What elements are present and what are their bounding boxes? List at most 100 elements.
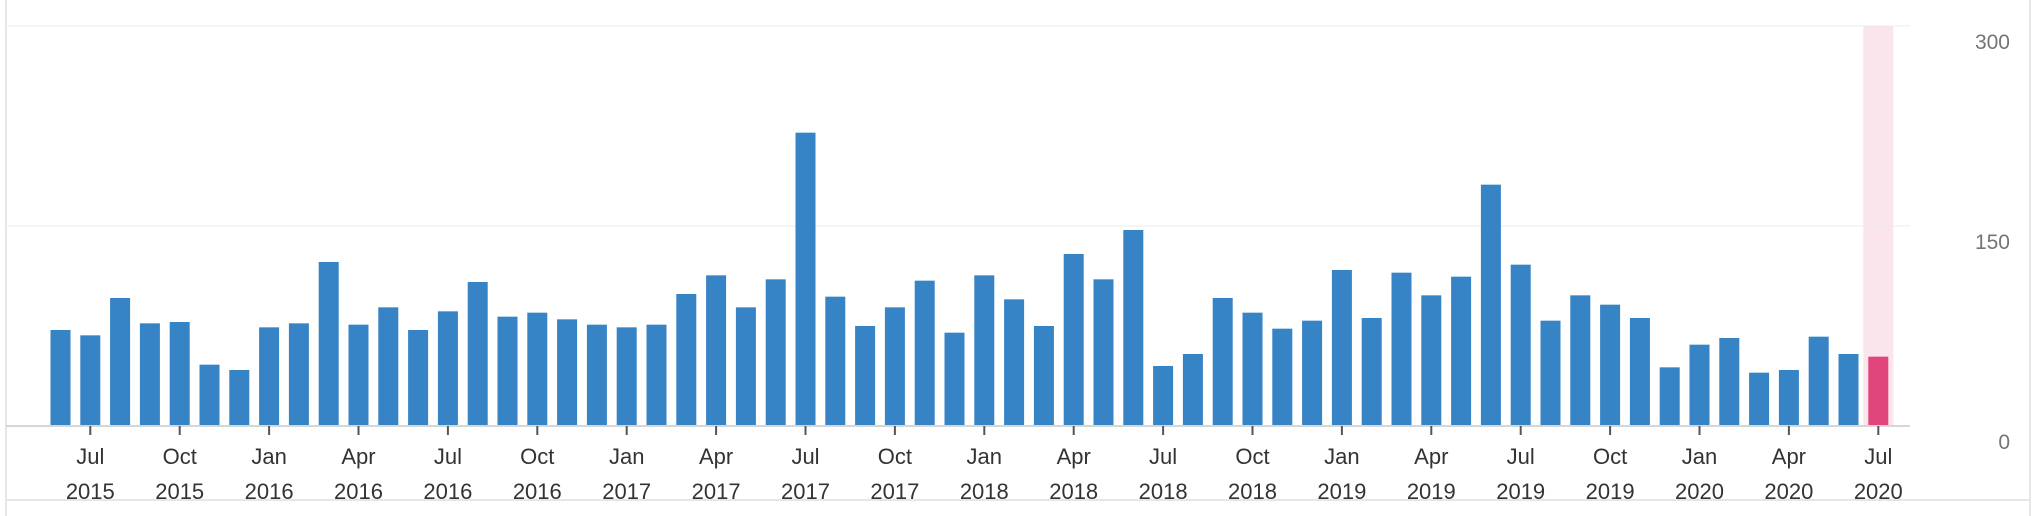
x-tick-label-year: 2020 <box>1675 479 1724 504</box>
bar <box>1302 320 1323 426</box>
bar <box>348 324 369 426</box>
bar <box>199 364 220 426</box>
bar <box>1510 264 1531 426</box>
x-tick-label-year: 2019 <box>1496 479 1545 504</box>
y-tick-label: 150 <box>1975 231 2010 254</box>
bar <box>139 323 160 426</box>
x-tick-label-month: Jan <box>609 444 644 469</box>
x-tick-label-year: 2019 <box>1586 479 1635 504</box>
x-tick-label-year: 2017 <box>870 479 919 504</box>
bar <box>1004 299 1025 426</box>
x-tick-label-year: 2016 <box>334 479 383 504</box>
bar <box>914 280 935 426</box>
bar <box>169 322 190 426</box>
bar <box>1749 372 1770 426</box>
bar <box>1331 270 1352 426</box>
bar <box>1153 366 1174 426</box>
bar <box>1093 279 1114 426</box>
x-tick-label-year: 2016 <box>423 479 472 504</box>
bar <box>1838 354 1859 426</box>
bar <box>1242 312 1263 426</box>
bar <box>1123 230 1144 426</box>
bar <box>795 132 816 426</box>
bar <box>1063 254 1084 426</box>
bar <box>1421 295 1442 426</box>
x-tick-label-month: Oct <box>878 444 912 469</box>
x-tick-label-month: Oct <box>520 444 554 469</box>
bar <box>825 296 846 426</box>
x-tick-label-year: 2017 <box>602 479 651 504</box>
bar <box>646 324 667 426</box>
bar <box>735 307 756 426</box>
x-tick-label-month: Apr <box>1772 444 1806 469</box>
x-tick-label-year: 2019 <box>1317 479 1366 504</box>
x-tick-label-month: Apr <box>341 444 375 469</box>
bar <box>1361 318 1382 426</box>
bar <box>527 312 548 426</box>
x-tick-label-month: Apr <box>699 444 733 469</box>
y-axis-labels: 0 150 300 <box>1975 31 2010 454</box>
bar <box>378 307 399 426</box>
x-tick-label-month: Oct <box>1235 444 1269 469</box>
chart-frame <box>5 0 2031 516</box>
bar <box>1212 298 1233 426</box>
x-tick-label-year: 2015 <box>155 479 204 504</box>
x-tick-label-month: Jul <box>434 444 462 469</box>
x-tick-label-month: Jul <box>1149 444 1177 469</box>
bar <box>1033 326 1054 426</box>
bar <box>497 316 518 426</box>
bar <box>259 327 280 426</box>
bar <box>1719 338 1740 426</box>
x-tick-label-year: 2019 <box>1407 479 1456 504</box>
bar <box>1570 295 1591 426</box>
bar <box>1778 370 1799 426</box>
bar <box>80 335 101 426</box>
x-tick-label-year: 2018 <box>1139 479 1188 504</box>
bar <box>1480 184 1501 426</box>
bar <box>408 330 429 426</box>
bar <box>1451 276 1472 426</box>
bar <box>706 275 727 426</box>
bar <box>855 326 876 426</box>
bar <box>437 311 458 426</box>
bar <box>467 282 488 426</box>
bar <box>944 332 965 426</box>
bar <box>318 262 339 426</box>
x-tick-label-year: 2017 <box>781 479 830 504</box>
grid-layer <box>6 25 1910 227</box>
bar <box>1659 367 1680 426</box>
bar <box>586 324 607 426</box>
bar-layer <box>50 132 1889 426</box>
x-tick-label-month: Apr <box>1414 444 1448 469</box>
bar <box>676 294 697 426</box>
x-tick-label-month: Jul <box>1507 444 1535 469</box>
bar <box>765 279 786 426</box>
bar <box>1808 336 1829 426</box>
x-tick-label-month: Oct <box>1593 444 1627 469</box>
bar <box>1600 304 1621 426</box>
x-tick-label-month: Oct <box>163 444 197 469</box>
bar <box>1629 318 1650 426</box>
y-tick-label: 300 <box>1975 31 2010 54</box>
bar <box>1272 328 1293 426</box>
x-tick-label-year: 2015 <box>66 479 115 504</box>
x-tick-label-month: Jul <box>1864 444 1892 469</box>
x-tick-label-month: Jan <box>1324 444 1359 469</box>
x-tick-label-year: 2020 <box>1854 479 1903 504</box>
bar <box>1391 272 1412 426</box>
x-tick-label-month: Jan <box>1682 444 1717 469</box>
bar <box>50 330 71 426</box>
x-tick-label-year: 2018 <box>1228 479 1277 504</box>
bar <box>288 323 309 426</box>
bar <box>110 298 131 426</box>
bar <box>884 307 905 426</box>
x-tick-label-month: Apr <box>1057 444 1091 469</box>
x-axis: Jul 2015 Oct 2015 Jan 2016 Apr 2016 Jul 2016 Oct 20… <box>6 425 1910 504</box>
x-tick-label-month: Jan <box>251 444 286 469</box>
bar <box>1540 320 1561 426</box>
x-tick-label-year: 2016 <box>245 479 294 504</box>
x-tick-label-year: 2018 <box>960 479 1009 504</box>
bar <box>229 370 250 426</box>
